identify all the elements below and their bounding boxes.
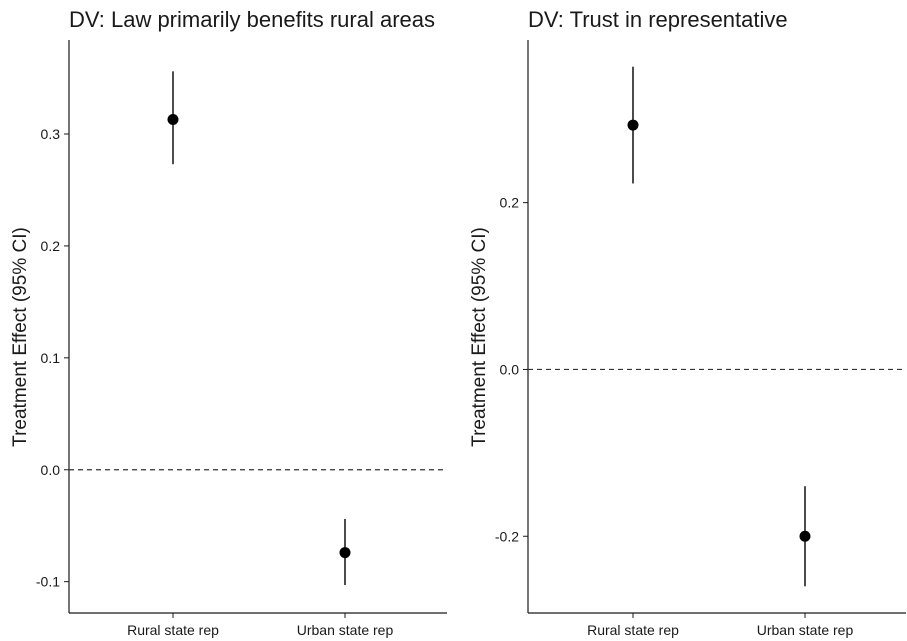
y-tick-label: 0.3 <box>41 126 61 142</box>
y-tick-label: -0.2 <box>495 528 519 544</box>
y-tick-label: -0.1 <box>36 574 60 590</box>
x-tick-label: Urban state rep <box>297 622 394 638</box>
x-tick-label: Urban state rep <box>757 622 854 638</box>
y-tick-label: 0.0 <box>41 462 61 478</box>
panel-title: DV: Law primarily benefits rural areas <box>69 7 435 32</box>
y-tick-label: 0.1 <box>41 350 61 366</box>
panel-title: DV: Trust in representative <box>528 7 788 32</box>
panel-trust: DV: Trust in representative Treatment Ef… <box>469 7 906 638</box>
y-axis-title: Treatment Effect (95% CI) <box>10 227 31 447</box>
x-tick-label: Rural state rep <box>587 622 679 638</box>
y-tick-label: 0.0 <box>500 361 520 377</box>
point-estimate <box>799 530 811 542</box>
y-tick-label: 0.2 <box>41 238 61 254</box>
y-tick-label: 0.2 <box>500 195 520 211</box>
point-estimate <box>627 119 639 131</box>
point-estimate <box>167 113 179 125</box>
point-estimate <box>339 547 351 559</box>
y-axis-title: Treatment Effect (95% CI) <box>469 227 490 447</box>
x-tick-label: Rural state rep <box>127 622 219 638</box>
panel-rural-benefit: DV: Law primarily benefits rural areas T… <box>10 7 447 638</box>
